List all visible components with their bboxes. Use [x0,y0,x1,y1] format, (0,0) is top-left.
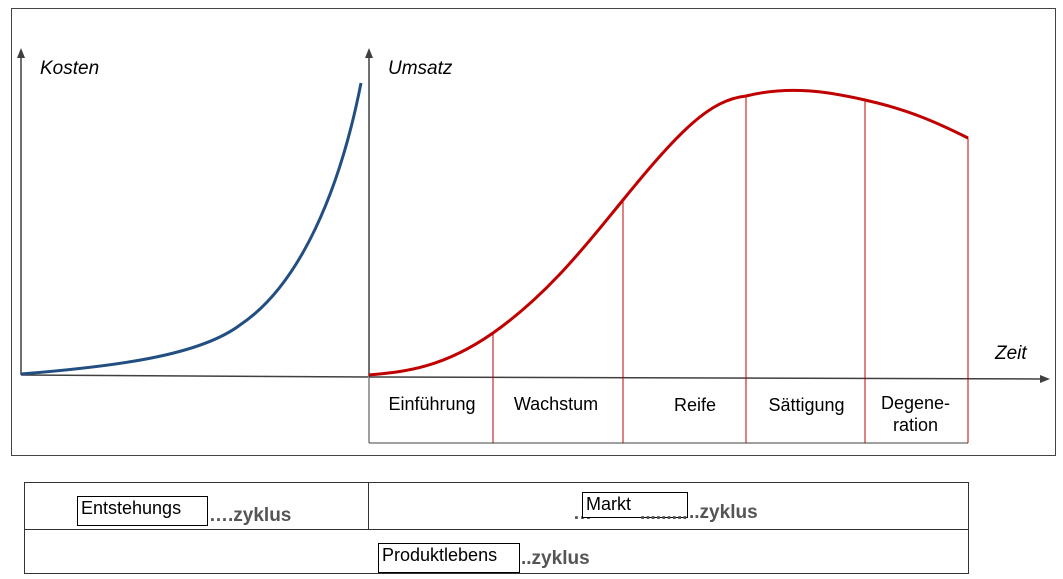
product-cycle-suffix: ..zyklus [521,548,590,570]
cycle-table-divider-h [24,529,969,530]
sales-axis-label: Umsatz [388,58,452,80]
cost-curve [21,83,361,374]
time-axis-arrow [1040,375,1050,383]
phase-saturation: Sättigung [749,394,864,416]
phase-introduction: Einführung [372,393,492,415]
sales-curve [369,90,968,375]
cost-axis-label: Kosten [40,58,99,80]
sales-y-axis-arrow [365,48,373,58]
phase-decline-line2: ration [868,414,963,436]
cost-y-axis-arrow [17,48,25,58]
market-cycle-suffix: ..zyklus [689,502,758,524]
phase-decline-line1: Degene- [868,392,963,414]
phase-growth: Wachstum [496,393,616,415]
time-axis [369,377,1040,379]
phase-maturity: Reife [655,394,735,416]
market-cycle-dots: ......... [640,503,688,525]
origin-cycle-box: Entstehungs [77,496,208,526]
time-axis-label: Zeit [995,343,1027,365]
product-cycle-box: Produktlebens [378,543,520,573]
cycle-table-divider-v [368,482,369,529]
origin-cycle-suffix: ….zyklus [209,505,291,527]
cost-x-axis [21,375,368,377]
phase-decline: Degene- ration [868,392,963,436]
